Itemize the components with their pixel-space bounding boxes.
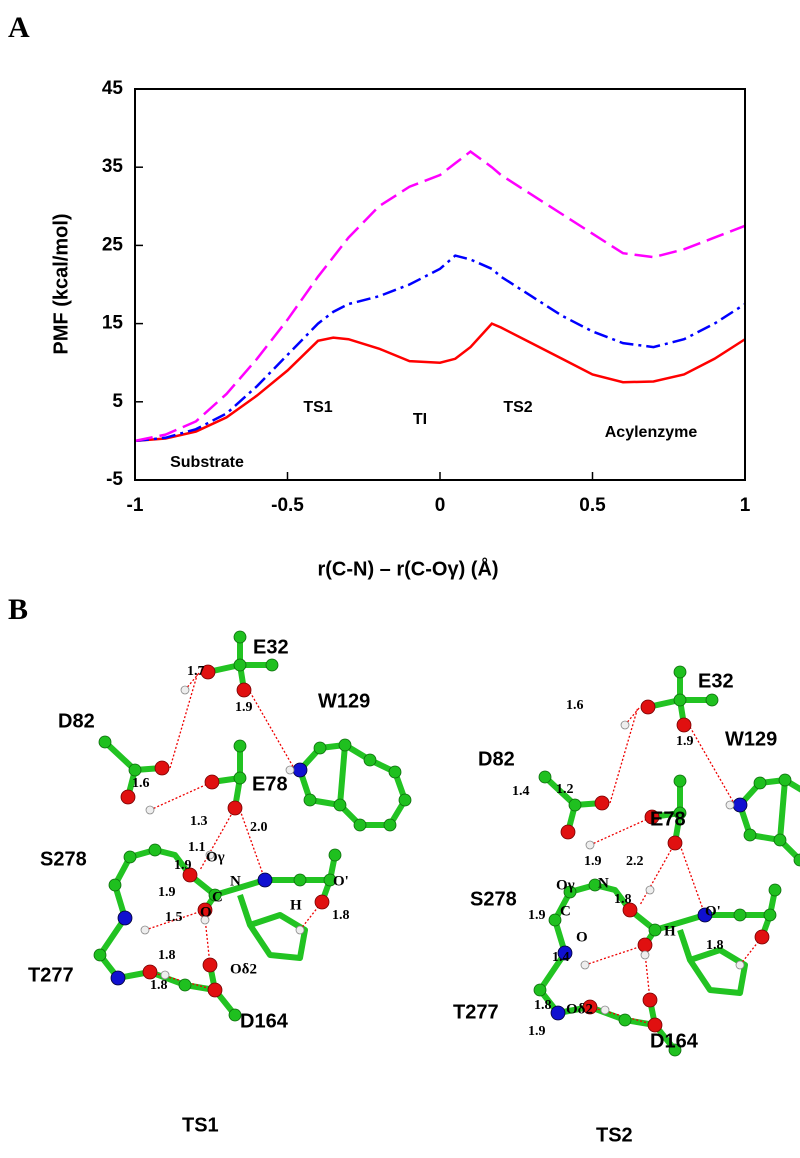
distance-label: 1.9 <box>676 734 694 749</box>
residue-label: T277 <box>28 964 74 986</box>
residue-label: W129 <box>725 728 777 750</box>
atom-label: H <box>664 923 676 939</box>
residue-label: E32 <box>253 636 289 658</box>
pmf-curve <box>134 149 746 443</box>
distance-label: 1.4 <box>552 950 570 965</box>
atom-label: H <box>290 897 302 913</box>
atom-label: Oγ <box>206 849 225 865</box>
pmf-curve <box>134 322 746 443</box>
x-axis-label: r(C-N) – r(C-Oγ) (Å) <box>317 556 498 580</box>
distance-label: 1.5 <box>165 910 183 925</box>
annotation: TS1 <box>303 399 332 416</box>
residue-label: D82 <box>478 748 515 770</box>
distance-label: 2.2 <box>626 854 644 869</box>
y-tick-label: 45 <box>102 78 124 99</box>
distance-label: 1.8 <box>614 892 632 907</box>
residue-label: E32 <box>698 670 734 692</box>
distance-label: 2.0 <box>250 820 268 835</box>
distance-label: 1.3 <box>190 814 208 829</box>
atom-label: N <box>230 873 241 889</box>
atom-label: C <box>560 903 571 919</box>
x-tick-label: -0.5 <box>271 495 304 516</box>
annotation: TS2 <box>503 399 532 416</box>
pmf-curve <box>134 254 746 443</box>
atom-label: O <box>200 904 212 920</box>
residue-label: T277 <box>453 1001 499 1023</box>
residue-label: S278 <box>40 848 87 870</box>
atom-label: O' <box>705 903 721 919</box>
residue-label: D82 <box>58 710 95 732</box>
atom-label: Oγ <box>556 877 575 893</box>
distance-label: 1.9 <box>584 854 602 869</box>
distance-label: 1.8 <box>158 948 176 963</box>
residue-label: E78 <box>650 808 686 830</box>
plot-frame <box>134 88 746 481</box>
x-tick-label: 1 <box>740 495 751 516</box>
distance-label: 1.1 <box>188 840 206 855</box>
y-tick-label: -5 <box>106 469 123 490</box>
atom-label: O' <box>333 873 349 889</box>
y-tick-label: 25 <box>102 234 124 255</box>
atom-label: N <box>598 875 609 891</box>
y-tick-label: 35 <box>102 156 124 177</box>
residue-label: W129 <box>318 690 370 712</box>
atom-label: Oδ2 <box>230 961 257 977</box>
distance-label: 1.9 <box>235 700 253 715</box>
x-tick-label: 0.5 <box>579 495 606 516</box>
annotation: TI <box>413 411 427 428</box>
distance-label: 1.9 <box>528 908 546 923</box>
distance-label: 1.9 <box>528 1024 546 1039</box>
atom-label: C <box>212 889 223 905</box>
structure-title: TS2 <box>596 1124 633 1146</box>
annotation: Acylenzyme <box>605 424 698 441</box>
panel-label: A <box>8 11 30 44</box>
atom-label: Oδ2 <box>566 1001 593 1017</box>
residue-label: E78 <box>252 773 288 795</box>
distance-label: 1.9 <box>158 885 176 900</box>
annotation: Substrate <box>170 454 244 471</box>
residue-label: D164 <box>650 1030 699 1052</box>
distance-label: 1.4 <box>512 784 530 799</box>
residue-label: D164 <box>240 1010 289 1032</box>
distance-label: 1.8 <box>534 998 552 1013</box>
distance-label: 1.7 <box>187 664 205 679</box>
atom-label: O <box>576 929 588 945</box>
distance-label: 1.2 <box>556 782 574 797</box>
ts2-structure <box>534 666 800 1056</box>
distance-label: 1.8 <box>150 978 168 993</box>
y-tick-label: 5 <box>112 391 123 412</box>
ts2-labels: E32 W129 D82 E78 S278 T277 D164 Oγ N C O… <box>453 670 777 1146</box>
distance-label: 1.6 <box>132 776 150 791</box>
panel-label: B <box>8 593 28 626</box>
y-axis-label: PMF (kcal/mol) <box>50 213 72 354</box>
structure-title: TS1 <box>182 1114 219 1136</box>
y-tick-label: 15 <box>102 313 124 334</box>
x-tick-label: 0 <box>435 495 446 516</box>
distance-label: 1.8 <box>706 938 724 953</box>
residue-label: S278 <box>470 888 517 910</box>
x-tick-label: -1 <box>127 495 144 516</box>
distance-label: 1.8 <box>332 908 350 923</box>
distance-label: 1.9 <box>174 858 192 873</box>
distance-label: 1.6 <box>566 698 584 713</box>
ts1-labels: E32 W129 D82 E78 S278 T277 D164 Oγ N C O… <box>28 636 370 1136</box>
